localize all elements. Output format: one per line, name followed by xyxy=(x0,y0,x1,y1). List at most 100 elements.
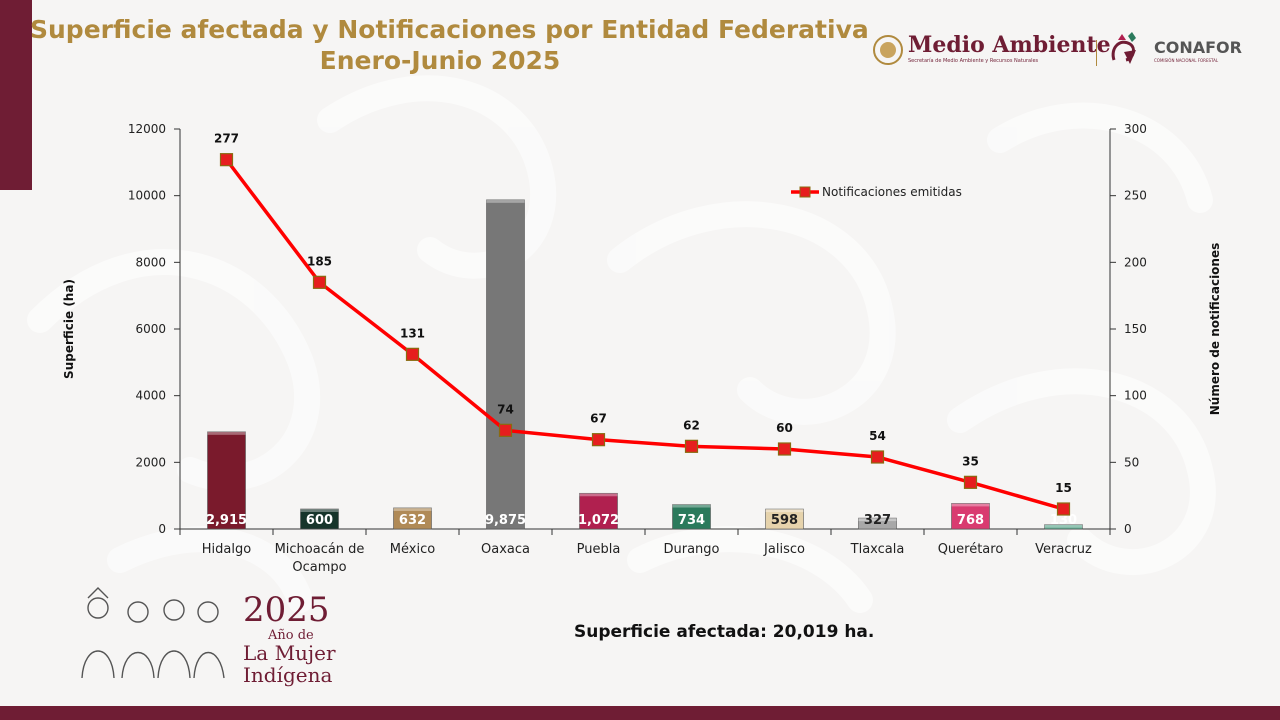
bar-data-label: 598 xyxy=(771,513,798,528)
x-tick-label: Hidalgo xyxy=(202,542,251,557)
bar-highlight xyxy=(486,199,525,203)
bar-data-label: 632 xyxy=(399,513,426,528)
y-tick-label-left: 12000 xyxy=(128,122,166,136)
y-tick-label-left: 10000 xyxy=(128,189,166,203)
footer-line-1: Año de xyxy=(268,628,314,643)
conafor-tree-icon xyxy=(1111,32,1136,64)
line-point xyxy=(405,347,420,361)
logo-separator xyxy=(1096,40,1097,66)
bar-highlight xyxy=(1044,524,1083,528)
bar xyxy=(300,508,339,530)
y-tick-label-right: 300 xyxy=(1124,122,1147,136)
footer-year: 2025 xyxy=(243,590,330,630)
x-tick-label: Oaxaca xyxy=(481,542,530,557)
bar xyxy=(486,199,525,530)
line-point xyxy=(684,439,699,453)
bar xyxy=(207,431,246,530)
y-axis-title-left: Superficie (ha) xyxy=(62,279,76,379)
summary-total: Superficie afectada: 20,019 ha. xyxy=(574,622,875,642)
y-tick-label-left: 2000 xyxy=(135,455,166,469)
bar xyxy=(765,508,804,530)
y-tick-label-right: 250 xyxy=(1124,189,1147,203)
legend-marker-swatch xyxy=(799,186,811,198)
bar xyxy=(393,507,432,530)
x-tick-label: Puebla xyxy=(577,542,621,557)
bar xyxy=(858,517,897,530)
series-line-notificaciones xyxy=(225,158,1064,511)
y-tick-label-left: 6000 xyxy=(135,322,166,336)
medio-ambiente-logo-subtitle: Secretaría de Medio Ambiente y Recursos … xyxy=(908,58,1039,64)
line-data-label: 277 xyxy=(214,132,239,146)
y-axis-title-right: Número de notificaciones xyxy=(1208,243,1222,416)
line-point xyxy=(1056,502,1071,516)
bar-data-label: 9,875 xyxy=(485,513,526,528)
x-tick-label: México xyxy=(390,542,435,557)
line-point xyxy=(312,275,327,289)
y-tick-label-right: 100 xyxy=(1124,389,1147,403)
x-tick-label: Veracruz xyxy=(1035,542,1092,557)
y-tick-label-right: 50 xyxy=(1124,455,1139,469)
y-tick-label-left: 0 xyxy=(158,522,166,536)
x-tick-label: Querétaro xyxy=(938,542,1004,557)
bar-highlight xyxy=(207,431,246,435)
bar-highlight xyxy=(858,518,897,522)
bar-data-label: 327 xyxy=(864,513,891,528)
y-tick-label-left: 8000 xyxy=(135,255,166,269)
bottom-accent-band xyxy=(0,706,1280,720)
conafor-logo-text: CONAFOR xyxy=(1154,38,1242,57)
chart-title: Superficie afectada y Notificaciones por… xyxy=(30,14,869,76)
line-point xyxy=(963,475,978,489)
bar-highlight xyxy=(300,509,339,512)
line-point xyxy=(591,433,606,447)
bar-data-label: 130 xyxy=(1050,513,1077,528)
line-point xyxy=(219,153,234,167)
bar xyxy=(1044,524,1083,530)
line-data-label: 15 xyxy=(1055,481,1072,495)
bar-highlight xyxy=(765,509,804,513)
line-data-label: 35 xyxy=(962,454,979,468)
bar-highlight xyxy=(672,504,711,508)
footer-line-2: La Mujer xyxy=(243,641,336,665)
x-tick-label: Durango xyxy=(663,542,719,557)
conafor-logo-subtitle: COMISIÓN NACIONAL FORESTAL xyxy=(1154,58,1219,63)
bar xyxy=(579,492,618,530)
line-data-label: 74 xyxy=(497,402,514,416)
title-line-2: Enero-Junio 2025 xyxy=(319,46,561,75)
bar-data-label: 2,915 xyxy=(206,513,247,528)
indigenous-women-illustration-icon xyxy=(81,587,225,679)
mexico-seal-icon xyxy=(873,35,903,65)
x-tick-label: Jalisco xyxy=(763,542,805,557)
line-data-label: 54 xyxy=(869,429,886,443)
line-point xyxy=(777,442,792,456)
line-data-label: 185 xyxy=(307,254,332,268)
y-tick-label-right: 200 xyxy=(1124,255,1147,269)
line-data-label: 60 xyxy=(776,421,793,435)
bar-highlight xyxy=(579,493,618,497)
bar-data-label: 600 xyxy=(306,513,333,528)
bar-data-label: 768 xyxy=(957,513,984,528)
line-data-label: 62 xyxy=(683,418,700,432)
left-accent-band xyxy=(0,0,32,190)
bar xyxy=(951,503,990,530)
medio-ambiente-logo-text: Medio Ambiente xyxy=(908,32,1111,58)
bar-data-label: 1,072 xyxy=(578,513,619,528)
line-point xyxy=(498,423,513,437)
legend-label: Notificaciones emitidas xyxy=(822,185,962,199)
line-data-label: 131 xyxy=(400,326,425,340)
line-data-label: 67 xyxy=(590,412,607,426)
title-line-1: Superficie afectada y Notificaciones por… xyxy=(30,15,869,44)
bar xyxy=(672,504,711,530)
y-tick-label-left: 4000 xyxy=(135,389,166,403)
x-tick-label: Michoacán de Ocampo xyxy=(275,542,365,575)
line-point xyxy=(870,450,885,464)
x-tick-label: Tlaxcala xyxy=(850,542,905,557)
bar-highlight xyxy=(951,503,990,507)
logos: Medio Ambiente Secretaría de Medio Ambie… xyxy=(870,28,1260,78)
bar-highlight xyxy=(393,507,432,511)
footer-line-3: Indígena xyxy=(243,663,333,687)
y-tick-label-right: 150 xyxy=(1124,322,1147,336)
y-tick-label-right: 0 xyxy=(1124,522,1132,536)
bar-data-label: 734 xyxy=(678,513,705,528)
